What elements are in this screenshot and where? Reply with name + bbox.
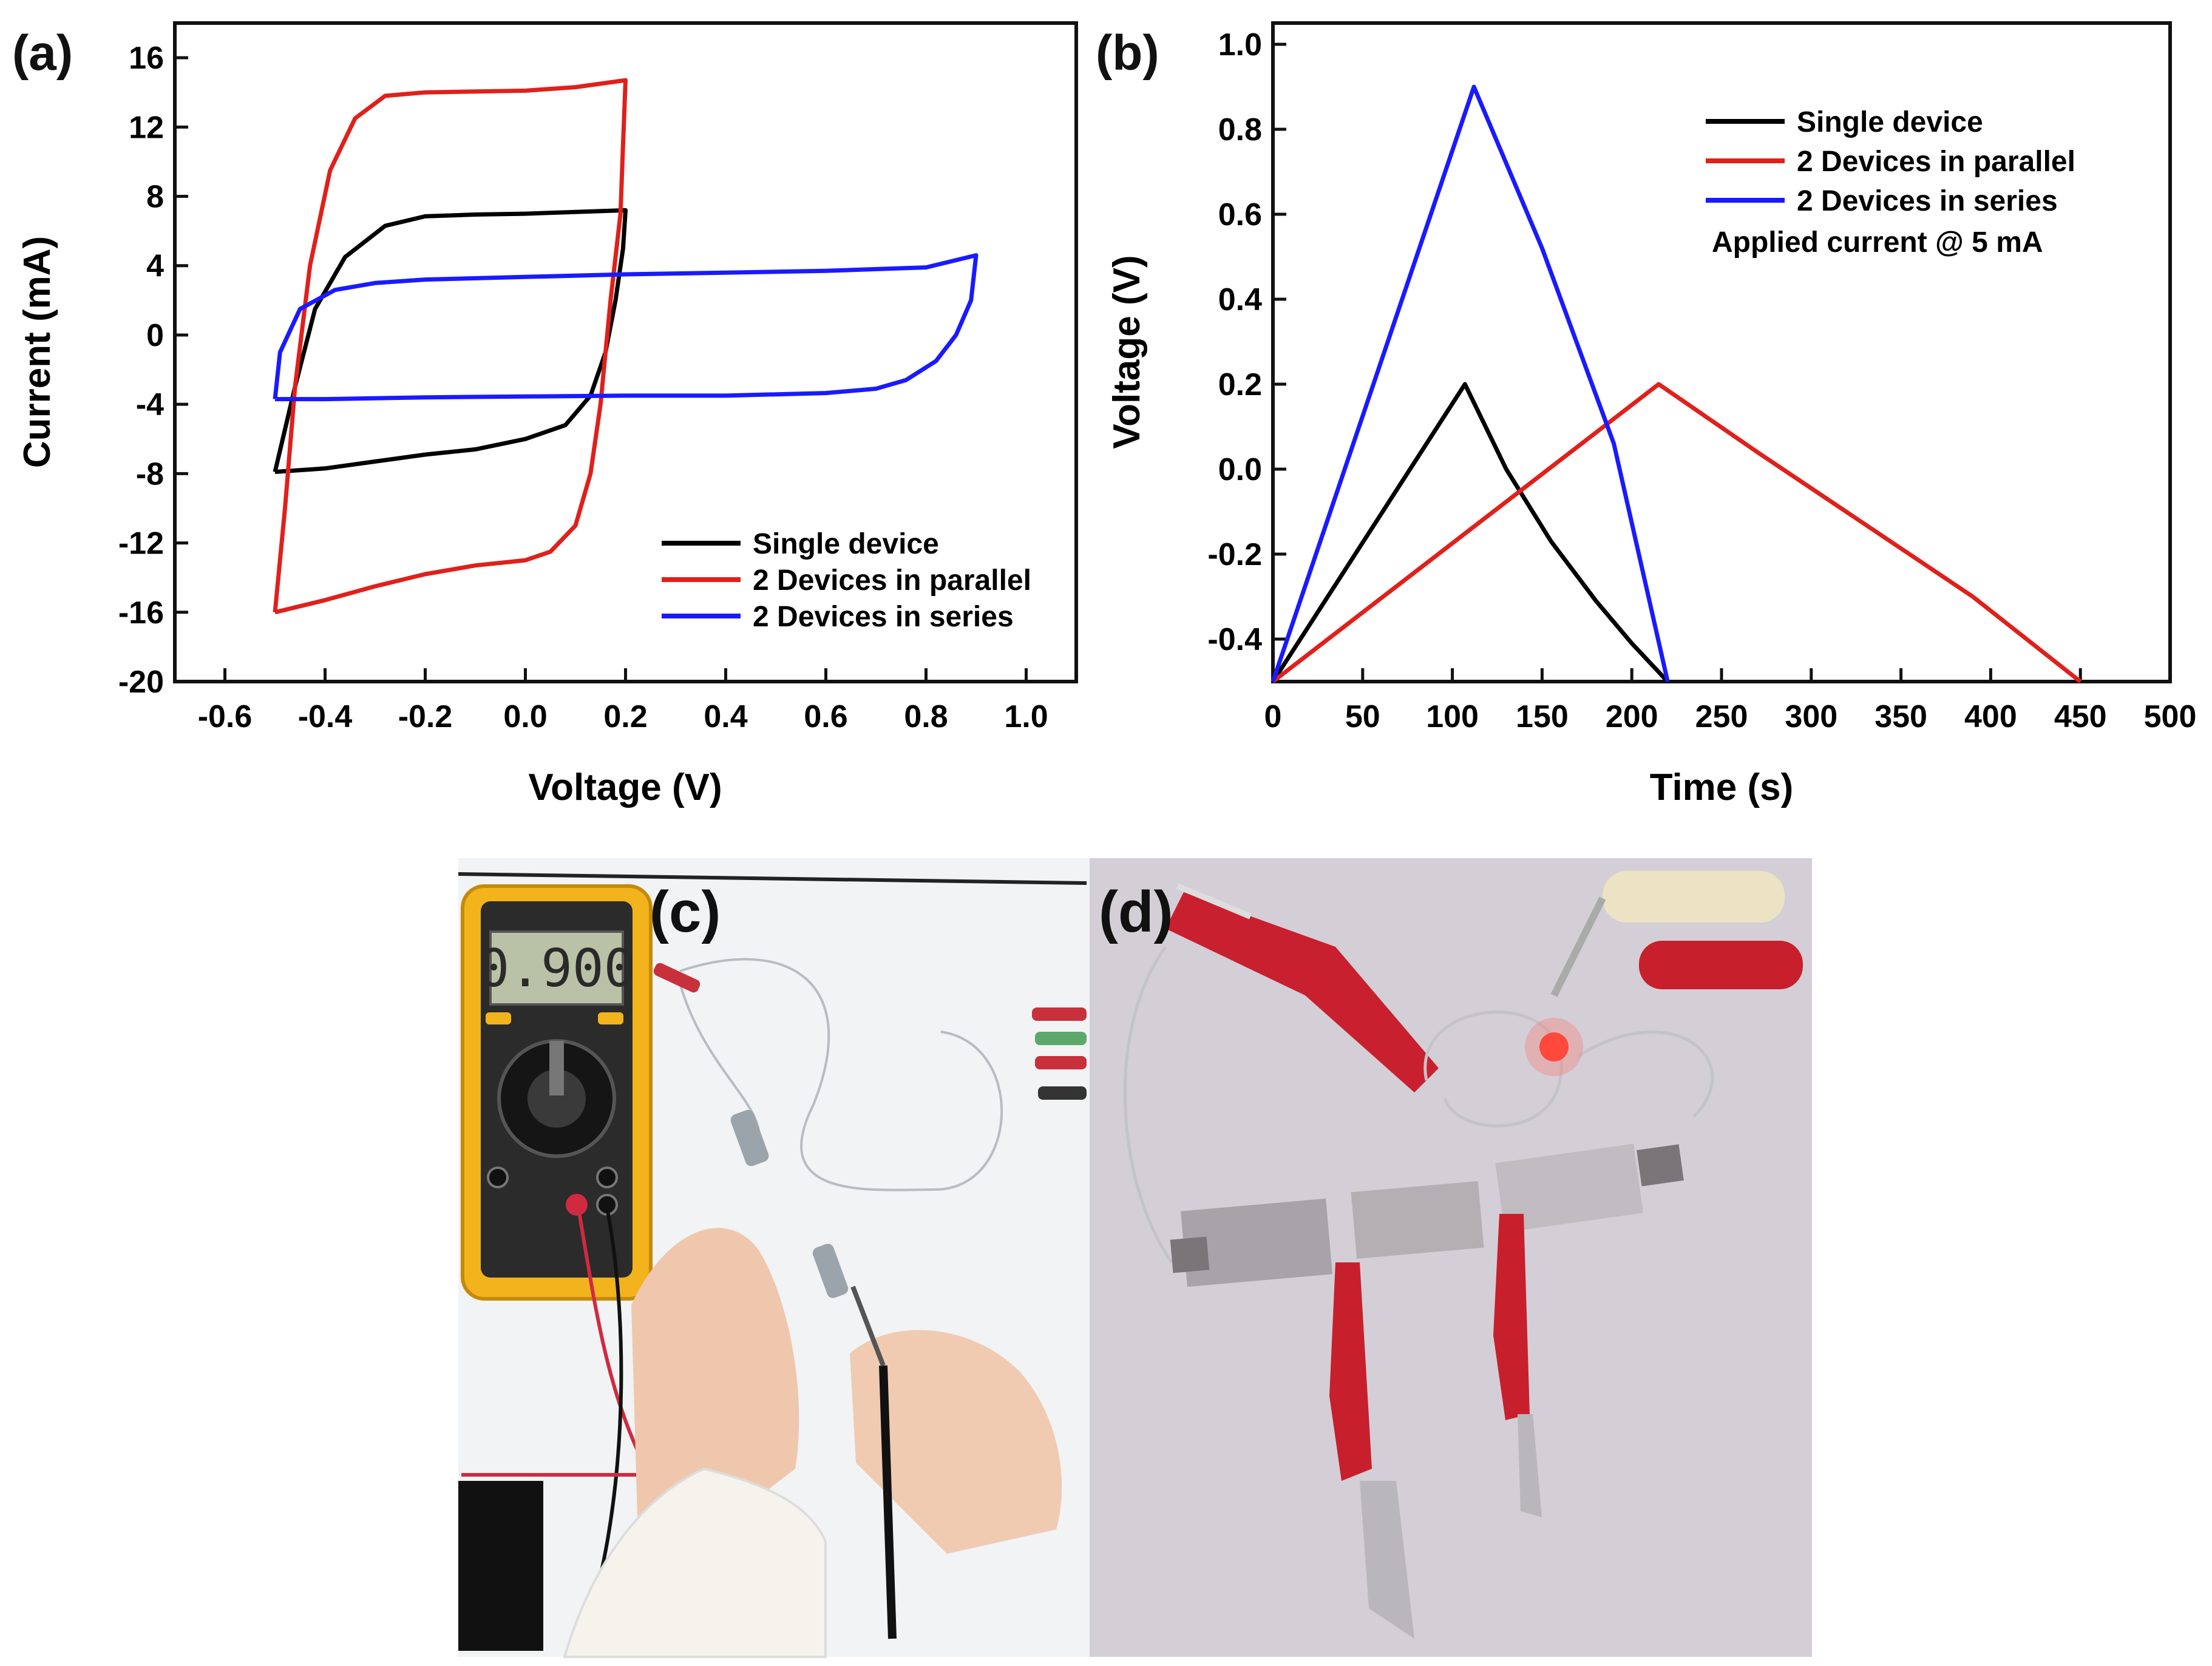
legend-label-2: 2 Devices in series <box>1797 185 2058 217</box>
photo-multimeter-test: 0.900 <box>458 858 1090 1658</box>
x-tick-label: 400 <box>1964 699 2017 734</box>
x-tick-label: 300 <box>1785 699 1837 734</box>
legend-label-1: 2 Devices in parallel <box>753 564 1031 597</box>
x-ticks: 0 50 100 150 200 250 300 350 400 450 500 <box>1264 668 2197 734</box>
x-tick-label: 50 <box>1345 699 1380 734</box>
x-tick-label: 0.4 <box>704 699 747 734</box>
y-tick-label: 0.0 <box>1218 452 1262 487</box>
x-tick-label: 150 <box>1516 699 1569 734</box>
y-tick-label: -12 <box>118 526 164 561</box>
y-tick-label: 8 <box>146 180 164 215</box>
y-tick-label: 1.0 <box>1218 27 1262 63</box>
panel-label-d: (d) <box>1099 879 1173 944</box>
y-tick-label: -0.2 <box>1207 537 1262 572</box>
x-tick-label: 100 <box>1426 699 1479 734</box>
x-tick-label: 350 <box>1874 699 1927 734</box>
x-axis-label: Time (s) <box>1650 767 1794 808</box>
y-tick-label: -4 <box>136 387 164 422</box>
x-tick-label: -0.6 <box>198 699 253 734</box>
y-axis-label: Current (mA) <box>16 236 58 468</box>
legend-label-1: 2 Devices in parallel <box>1797 146 2075 178</box>
x-tick-label: 200 <box>1606 699 1658 734</box>
series-lines <box>1271 84 2082 683</box>
series-line-1 <box>273 78 628 615</box>
y-tick-label: 0.8 <box>1218 112 1262 147</box>
x-tick-label: 0.2 <box>603 699 647 734</box>
series-line-1 <box>1271 382 2082 683</box>
y-tick-label: -0.4 <box>1207 622 1262 657</box>
y-tick-label: 0.4 <box>1218 282 1262 317</box>
y-tick-label: 0.2 <box>1218 367 1262 402</box>
gcd-chart: 0 50 100 150 200 250 300 350 400 450 500 -0.4 -0.2 0… <box>1106 21 2197 808</box>
series-line-0 <box>273 208 628 474</box>
y-tick-label: 4 <box>146 249 164 284</box>
panel-label-a: (a) <box>12 25 73 81</box>
series-line-0 <box>1271 382 1669 683</box>
cv-chart: -0.6 -0.4 -0.2 0.0 0.2 0.4 0.6 0.8 1.0 -20 -16 -12… <box>16 21 1078 808</box>
x-tick-label: 0.6 <box>804 699 847 734</box>
legend: Single device 2 Devices in parallel 2 Devi… <box>1706 106 2075 217</box>
x-ticks: -0.6 -0.4 -0.2 0.0 0.2 0.4 0.6 0.8 1.0 <box>198 668 1048 734</box>
y-axis-label: Voltage (V) <box>1106 255 1148 449</box>
x-tick-label: 450 <box>2054 699 2107 734</box>
meter-display-reading: 0.900 <box>478 938 636 999</box>
y-tick-label: -8 <box>136 456 164 492</box>
legend-label-0: Single device <box>1797 106 1983 138</box>
multimeter: 0.900 <box>461 884 653 1301</box>
panel-label-b: (b) <box>1096 25 1159 81</box>
x-tick-label: 0.8 <box>904 699 948 734</box>
x-tick-label: 0.0 <box>503 699 547 734</box>
y-ticks: -20 -16 -12 -8 -4 0 4 8 12 16 <box>118 41 188 700</box>
x-tick-label: -0.2 <box>398 699 453 734</box>
y-tick-label: 0 <box>146 318 164 353</box>
photo-led-demo <box>1090 858 1812 1657</box>
legend: Single device 2 Devices in parallel 2 Devi… <box>662 528 1031 633</box>
panel-label-c: (c) <box>650 879 721 944</box>
series-line-2 <box>273 253 979 402</box>
x-tick-label: -0.4 <box>298 699 353 734</box>
y-tick-label: -16 <box>118 595 164 631</box>
series-lines <box>273 78 979 615</box>
y-tick-label: 16 <box>129 41 164 76</box>
legend-label-0: Single device <box>753 528 939 560</box>
x-axis-label: Voltage (V) <box>528 767 722 808</box>
series-line-2 <box>1271 84 1670 683</box>
annotation-applied-current: Applied current @ 5 mA <box>1712 226 2043 259</box>
y-ticks: -0.4 -0.2 0.0 0.2 0.4 0.6 0.8 1.0 <box>1207 27 1286 657</box>
x-tick-label: 500 <box>2144 699 2197 734</box>
x-tick-label: 0 <box>1264 699 1282 734</box>
lit-led <box>1539 1032 1569 1062</box>
y-tick-label: 0.6 <box>1218 197 1262 232</box>
y-tick-label: 12 <box>129 110 164 145</box>
legend-label-2: 2 Devices in series <box>753 601 1014 633</box>
x-tick-label: 250 <box>1695 699 1748 734</box>
x-tick-label: 1.0 <box>1004 699 1048 734</box>
y-tick-label: -20 <box>118 665 164 700</box>
